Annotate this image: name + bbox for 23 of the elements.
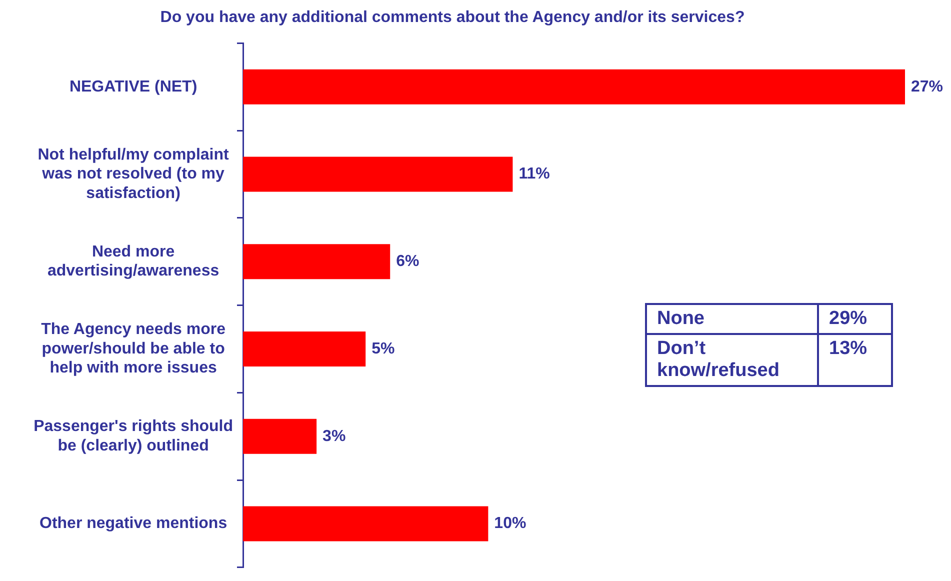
y-tick-label: Not helpful/my complaint was not resolved (to my satisfaction) <box>38 146 230 202</box>
data-label: 10% <box>494 515 526 532</box>
y-tick-label: Need more advertising/awareness <box>47 243 220 280</box>
bar <box>243 244 390 280</box>
data-label: 6% <box>396 253 420 270</box>
data-label: 11% <box>518 166 550 183</box>
annotation: None <box>646 304 818 334</box>
bar <box>243 69 905 104</box>
y-tick-label: NEGATIVE (NET) <box>69 78 198 96</box>
y-tick-label: Other negative mentions <box>39 515 228 532</box>
annotation: Don’t know/refused <box>646 334 818 386</box>
y-tick-label: The Agency needs more power/should be able to help with more issues <box>41 321 226 377</box>
bar <box>243 418 317 454</box>
annotation: 13% <box>818 334 892 386</box>
data-label: 3% <box>322 428 346 445</box>
y-tick-label: Passenger's rights should be (clearly) outlined <box>34 418 234 454</box>
bar <box>243 156 513 192</box>
bar <box>243 332 366 366</box>
chart-title: Do you have any additional comments about the Agency and/or its services? <box>160 9 745 26</box>
bar <box>243 506 488 542</box>
data-label: 27% <box>911 78 944 96</box>
annotation: 29% <box>818 304 892 334</box>
data-label: 5% <box>372 340 395 358</box>
